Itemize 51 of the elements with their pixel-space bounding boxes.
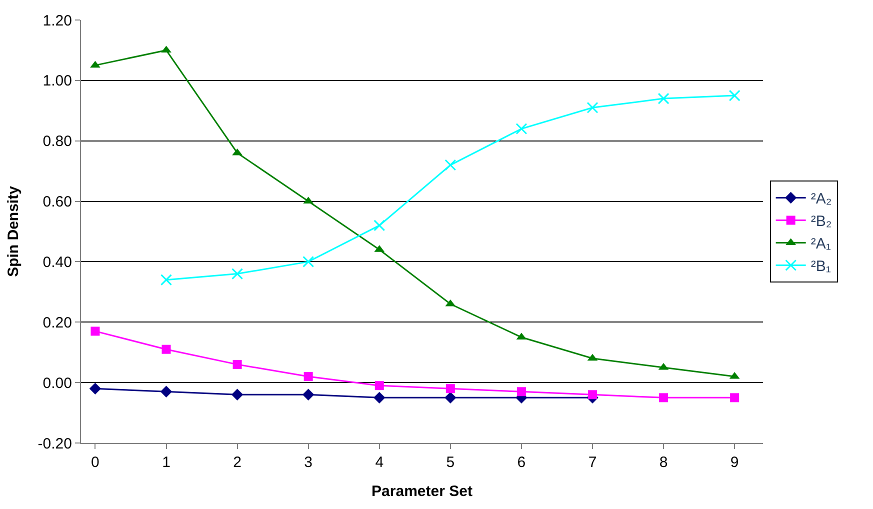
point <box>89 382 102 394</box>
y-tick-label: 0.40 <box>42 254 72 271</box>
point <box>160 274 172 286</box>
point <box>516 123 528 135</box>
y-axis-title: Spin Density <box>5 185 22 277</box>
point <box>90 326 100 336</box>
x-tick-label: 9 <box>730 454 739 471</box>
x-tick-label: 3 <box>304 454 312 471</box>
point <box>730 393 740 402</box>
y-tick-label: 0.80 <box>42 133 72 150</box>
x-tick-label: 2 <box>233 454 242 471</box>
legend-label: ²A₁ <box>810 236 831 253</box>
point <box>160 386 172 398</box>
y-tick-label: -0.20 <box>38 435 72 452</box>
x-tick-label: 6 <box>517 454 526 471</box>
point <box>302 256 314 268</box>
point <box>586 102 598 114</box>
point <box>444 392 456 404</box>
point <box>162 344 171 354</box>
legend-label: ²A₂ <box>810 190 832 208</box>
point <box>90 60 100 68</box>
point <box>232 148 242 156</box>
point <box>516 387 526 396</box>
y-tick-label: 0.00 <box>42 374 72 392</box>
point <box>374 392 386 404</box>
x-tick-label: 1 <box>162 454 170 471</box>
point <box>232 360 242 369</box>
point <box>302 388 314 401</box>
y-tick-label: 0.60 <box>42 194 72 211</box>
point <box>588 390 597 400</box>
point <box>231 388 244 401</box>
x-tick-label: 8 <box>659 454 668 471</box>
x-tick-label: 0 <box>91 454 100 471</box>
legend-label: ²B₁ <box>810 258 831 276</box>
y-tick-label: 1.20 <box>42 12 72 30</box>
point <box>374 220 386 232</box>
y-tick-label: 0.20 <box>42 314 72 332</box>
point <box>659 393 668 402</box>
x-tick-label: 4 <box>375 454 384 471</box>
point <box>304 372 313 382</box>
point <box>374 381 384 390</box>
x-tick-label: 5 <box>446 454 455 471</box>
point <box>444 159 456 171</box>
point <box>232 268 244 280</box>
legend-label: ²B₂ <box>810 213 832 230</box>
point <box>658 92 670 104</box>
point <box>446 384 455 394</box>
x-tick-label: 7 <box>588 454 597 471</box>
y-tick-label: 1.00 <box>42 72 72 90</box>
point <box>728 90 740 102</box>
x-axis-title: Parameter Set <box>372 483 472 500</box>
